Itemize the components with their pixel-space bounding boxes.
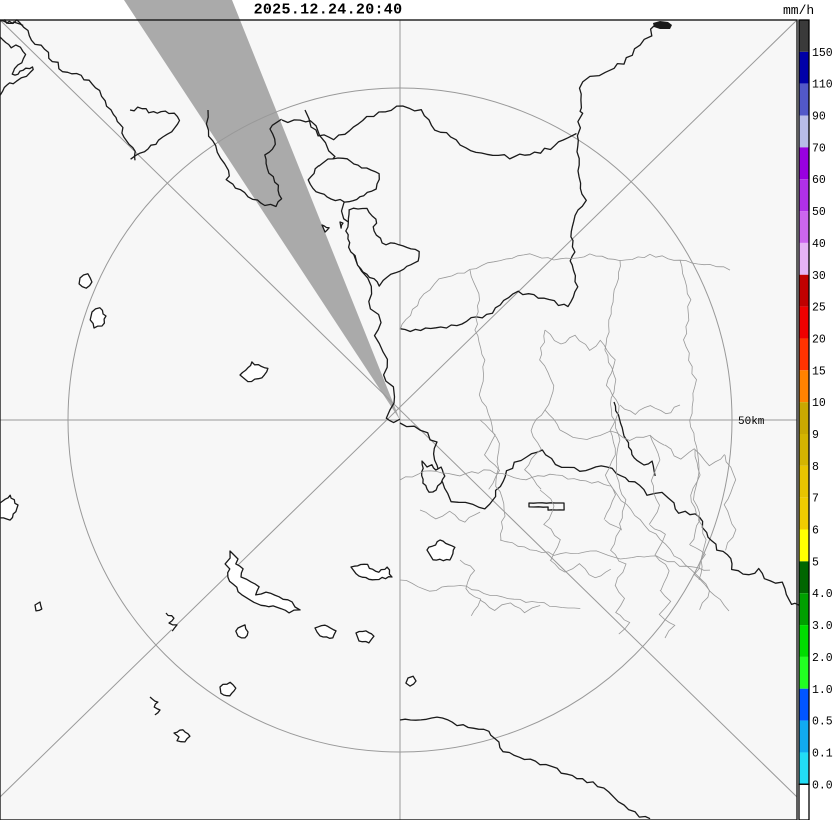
svg-text:8: 8 <box>812 461 819 474</box>
svg-text:10: 10 <box>812 397 826 410</box>
svg-text:0.0: 0.0 <box>812 779 833 792</box>
svg-text:2025.12.24.20:40: 2025.12.24.20:40 <box>254 2 403 19</box>
svg-text:0.1: 0.1 <box>812 747 833 760</box>
svg-text:20: 20 <box>812 333 826 346</box>
svg-text:9: 9 <box>812 429 819 442</box>
svg-text:25: 25 <box>812 302 826 315</box>
svg-text:3.0: 3.0 <box>812 620 833 633</box>
svg-text:6: 6 <box>812 525 819 538</box>
svg-text:7: 7 <box>812 493 819 506</box>
svg-text:40: 40 <box>812 238 826 251</box>
svg-text:1.0: 1.0 <box>812 684 833 697</box>
svg-text:50: 50 <box>812 206 826 219</box>
svg-text:15: 15 <box>812 365 826 378</box>
svg-text:50km: 50km <box>738 416 765 428</box>
svg-text:70: 70 <box>812 142 826 155</box>
svg-text:4.0: 4.0 <box>812 588 833 601</box>
svg-text:0.5: 0.5 <box>812 716 833 729</box>
svg-text:5: 5 <box>812 556 819 569</box>
svg-text:110: 110 <box>812 79 833 92</box>
svg-text:2.0: 2.0 <box>812 652 833 665</box>
svg-text:90: 90 <box>812 111 826 124</box>
svg-text:60: 60 <box>812 174 826 187</box>
svg-text:30: 30 <box>812 270 826 283</box>
svg-text:mm/h: mm/h <box>783 3 814 18</box>
svg-text:150: 150 <box>812 47 833 60</box>
